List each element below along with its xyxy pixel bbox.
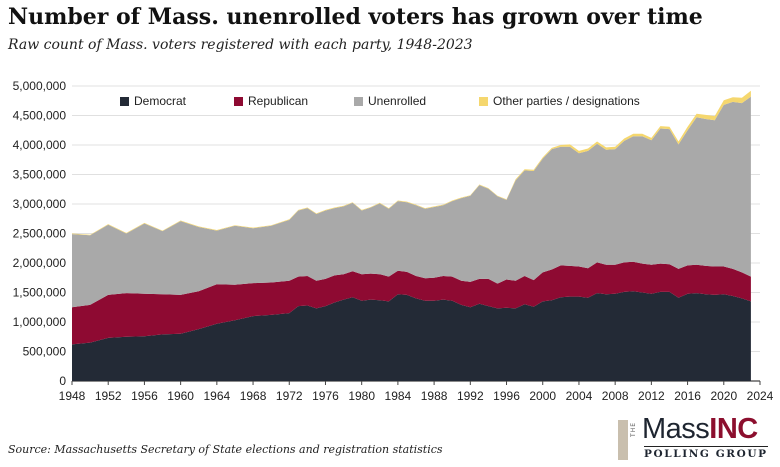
logo-the-text: THE <box>630 422 637 437</box>
y-tick-label: 4,000,000 <box>13 138 67 152</box>
x-tick-label: 2008 <box>602 389 629 403</box>
x-tick-label: 1980 <box>348 389 375 403</box>
x-tick-label: 1952 <box>95 389 122 403</box>
legend-label-unenrolled: Unenrolled <box>368 94 427 108</box>
x-tick-label: 1968 <box>240 389 267 403</box>
x-tick-label: 2024 <box>747 389 774 403</box>
x-tick-label: 2004 <box>566 389 593 403</box>
area-democrat <box>72 291 751 381</box>
massinc-logo: THE MassINC POLLING GROUP <box>618 414 773 464</box>
x-tick-label: 1996 <box>493 389 520 403</box>
legend-item-democrat: Democrat <box>120 94 186 108</box>
legend-item-other: Other parties / designations <box>479 94 640 108</box>
x-tick-label: 1960 <box>167 389 194 403</box>
x-tick-label: 1988 <box>421 389 448 403</box>
legend-item-unenrolled: Unenrolled <box>354 94 426 108</box>
x-tick-label: 2020 <box>710 389 737 403</box>
chart-subtitle: Raw count of Mass. voters registered wit… <box>8 37 473 53</box>
legend-label-other: Other parties / designations <box>493 94 640 108</box>
x-tick-label: 1956 <box>131 389 158 403</box>
logo-wordmark: MassINC <box>642 414 758 444</box>
x-tick-label: 1972 <box>276 389 303 403</box>
x-tick-label: 2000 <box>529 389 556 403</box>
x-tick-label: 1984 <box>385 389 412 403</box>
area-unenrolled <box>72 96 751 308</box>
chart-title: Number of Mass. unenrolled voters has gr… <box>8 4 703 30</box>
legend-swatch-unenrolled <box>354 97 363 106</box>
y-tick-label: 2,500,000 <box>13 227 67 241</box>
legend-swatch-other <box>479 97 488 106</box>
y-tick-label: 3,000,000 <box>13 197 67 211</box>
legend-swatch-democrat <box>120 97 129 106</box>
x-tick-label: 1964 <box>203 389 230 403</box>
logo-polling-group-text: POLLING GROUP <box>644 446 768 460</box>
logo-bar <box>618 420 628 460</box>
x-tick-label: 1948 <box>59 389 86 403</box>
legend-item-republican: Republican <box>234 94 308 108</box>
legend-label-democrat: Democrat <box>134 94 187 108</box>
y-tick-label: 500,000 <box>23 345 67 359</box>
y-tick-label: 5,000,000 <box>13 79 67 93</box>
y-tick-label: 3,500,000 <box>13 168 67 182</box>
legend-label-republican: Republican <box>248 94 309 108</box>
x-tick-label: 1992 <box>457 389 484 403</box>
y-tick-label: 2,000,000 <box>13 256 67 270</box>
y-tick-label: 4,500,000 <box>13 109 67 123</box>
x-tick-label: 1976 <box>312 389 339 403</box>
y-tick-label: 1,500,000 <box>13 286 67 300</box>
legend-swatch-republican <box>234 97 243 106</box>
logo-mass-text: Mass <box>642 413 710 445</box>
x-tick-label: 2012 <box>638 389 665 403</box>
x-tick-label: 2016 <box>674 389 701 403</box>
logo-inc-text: INC <box>709 413 758 445</box>
y-tick-label: 1,000,000 <box>13 315 67 329</box>
source-note: Source: Massachusetts Secretary of State… <box>8 443 443 456</box>
y-tick-label: 0 <box>59 374 66 388</box>
area-republican <box>72 261 751 345</box>
